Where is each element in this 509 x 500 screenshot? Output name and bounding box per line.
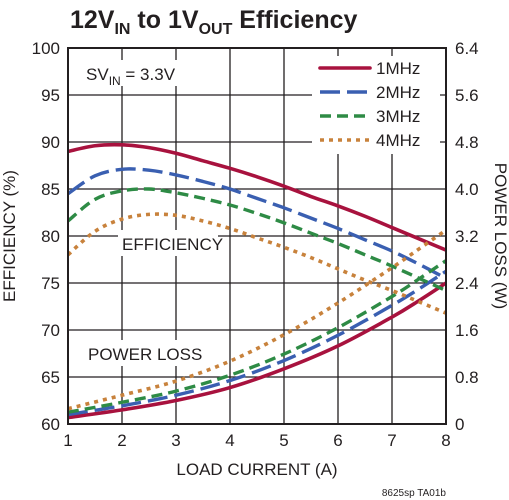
legend-label: 4MHz	[376, 131, 420, 150]
series-line-4mhz-power-loss	[68, 228, 446, 411]
svin-annotation: SVIN = 3.3V	[86, 65, 176, 88]
svin-label-bg	[80, 60, 192, 86]
x-tick-label: 3	[171, 431, 180, 450]
legend-background	[312, 56, 440, 154]
y-right-tick-label: 4.0	[455, 180, 479, 199]
efficiency-annotation: EFFICIENCY	[122, 235, 223, 254]
title-part: to 1V	[130, 6, 198, 34]
series-line-3mhz-power-loss	[68, 259, 446, 414]
x-tick-label: 4	[225, 431, 234, 450]
x-tick-label: 1	[63, 431, 72, 450]
x-tick-label: 7	[387, 431, 396, 450]
power-loss-annotation: POWER LOSS	[88, 345, 202, 364]
svin-sub: IN	[109, 74, 121, 88]
tick-labels: 1 2 3 4 5 6 7 8 60 65 70 75 80 85 90 95 100 0 0.8 1.6 2.4 3.2…	[32, 39, 479, 450]
x-tick-label: 2	[117, 431, 126, 450]
y-right-tick-label: 3.2	[455, 227, 479, 246]
y-left-tick-label: 95	[41, 86, 60, 105]
series-line-2mhz-efficiency	[68, 167, 446, 280]
x-tick-label: 8	[441, 431, 450, 450]
y-right-tick-label: 0	[455, 415, 464, 434]
plot-frame	[67, 47, 447, 425]
title-part: 12V	[70, 6, 115, 34]
x-tick-label: 5	[279, 431, 288, 450]
power-loss-label-bg	[84, 340, 204, 366]
series-group	[68, 142, 446, 420]
y-right-tick-label: 4.8	[455, 133, 479, 152]
series-line-2mhz-power-loss	[68, 269, 446, 417]
series-line-1mhz-efficiency	[68, 142, 446, 252]
svin-prefix: SV	[86, 65, 109, 84]
svin-value: = 3.3V	[121, 65, 176, 84]
y-right-tick-label: 0.8	[455, 368, 479, 387]
legend-label: 1MHz	[376, 59, 420, 78]
series-line-1mhz-power-loss	[68, 281, 446, 420]
y-left-tick-label: 75	[41, 274, 60, 293]
series-line-3mhz-efficiency	[68, 187, 446, 293]
chart-title: 12VIN to 1VOUT Efficiency	[70, 6, 357, 38]
title-part: IN	[114, 21, 130, 38]
y-left-tick-label: 90	[41, 133, 60, 152]
y-left-tick-label: 100	[32, 39, 60, 58]
y-left-tick-label: 65	[41, 368, 60, 387]
title-part: OUT	[199, 21, 233, 38]
legend-label: 2MHz	[376, 83, 420, 102]
y-right-tick-label: 5.6	[455, 86, 479, 105]
y-axis-right-title: POWER LOSS (W)	[491, 163, 509, 309]
y-right-tick-label: 1.6	[455, 321, 479, 340]
x-axis-title: LOAD CURRENT (A)	[176, 460, 337, 479]
y-right-tick-label: 2.4	[455, 274, 479, 293]
legend: 1MHz 2MHz 3MHz 4MHz	[312, 56, 440, 154]
y-right-tick-label: 6.4	[455, 39, 479, 58]
series-line-4mhz-efficiency	[68, 212, 446, 315]
x-tick-label: 6	[333, 431, 342, 450]
y-left-tick-label: 70	[41, 321, 60, 340]
footnote: 8625sp TA01b	[382, 488, 447, 499]
y-left-tick-label: 80	[41, 227, 60, 246]
title-part: Efficiency	[232, 6, 357, 34]
y-axis-left-title: EFFICIENCY (%)	[0, 170, 19, 302]
y-left-tick-label: 60	[41, 415, 60, 434]
legend-label: 3MHz	[376, 107, 420, 126]
efficiency-label-bg	[118, 230, 218, 256]
y-left-tick-label: 85	[41, 180, 60, 199]
